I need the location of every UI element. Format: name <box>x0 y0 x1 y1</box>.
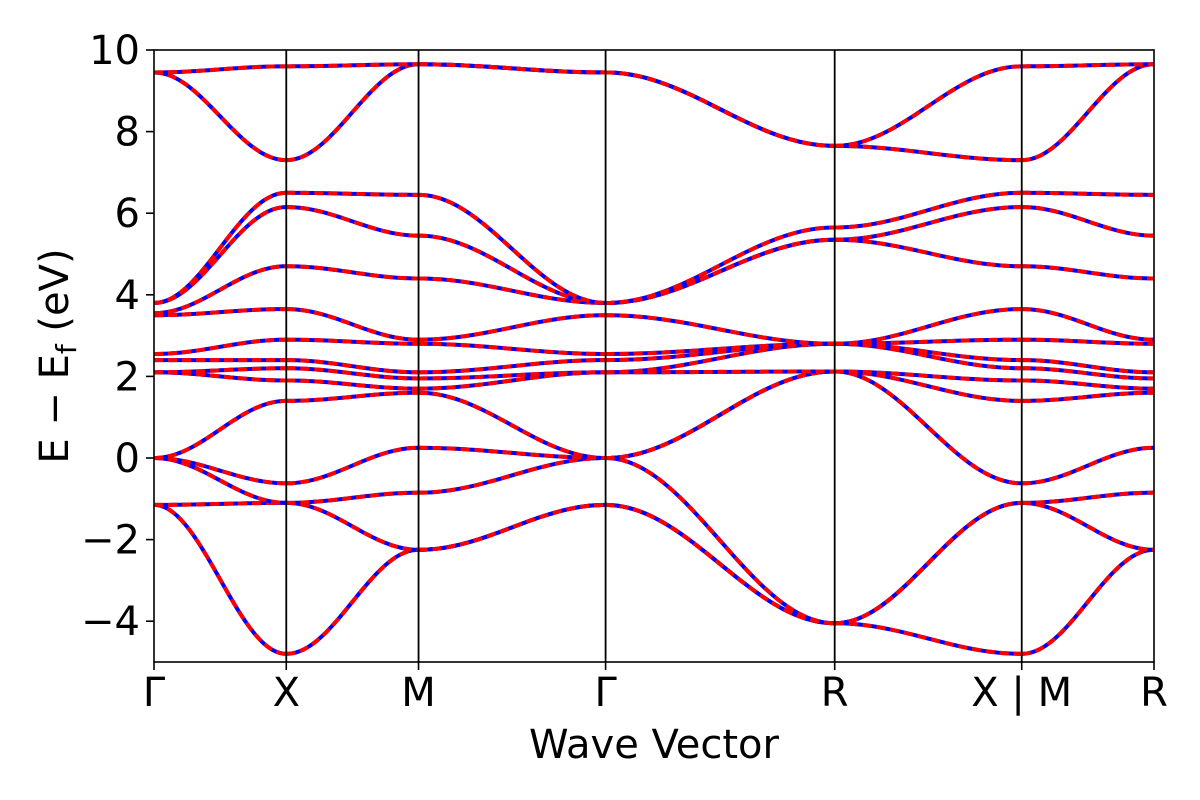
band-line-red <box>154 369 1154 460</box>
bands-layer <box>154 62 1154 656</box>
y-axis-title-subscript: f <box>50 343 83 354</box>
y-tick-label: 0 <box>115 436 140 482</box>
y-axis-title-unit: (eV) <box>32 248 78 344</box>
x-tick-label: M <box>401 670 436 716</box>
x-tick-label: R <box>1140 670 1168 716</box>
x-tick-label: Γ <box>594 670 617 716</box>
band-line-blue <box>154 369 1154 486</box>
band-line-red <box>154 341 1154 381</box>
band-line-blue <box>154 237 1154 316</box>
plot-frame <box>153 49 1155 663</box>
band-line-red <box>154 190 1154 305</box>
band-line-red <box>154 62 1154 148</box>
y-tick-label: 10 <box>89 28 140 74</box>
band-line-blue <box>154 62 1154 148</box>
band-line-red <box>154 205 1154 305</box>
band-line-red <box>154 502 1154 656</box>
high-symmetry-lines <box>285 50 1023 662</box>
x-tick-label: Γ <box>143 670 166 716</box>
x-tick-label: R <box>821 670 849 716</box>
y-tick-label: 2 <box>115 354 140 400</box>
x-tick-label: X | M <box>971 670 1072 716</box>
y-axis-title: E − Ef (eV) <box>32 248 83 463</box>
band-line-red <box>154 237 1154 316</box>
band-line-red <box>154 337 1154 356</box>
band-line-blue <box>154 500 1154 626</box>
y-tick-label: 4 <box>115 273 140 319</box>
x-axis-title: Wave Vector <box>529 722 780 768</box>
band-line-red <box>154 369 1154 486</box>
band-line-red <box>154 369 1154 391</box>
y-tick-label: −4 <box>81 599 140 645</box>
band-line-blue <box>154 205 1154 305</box>
x-tick-label: X <box>273 670 300 716</box>
band-line-blue <box>154 502 1154 656</box>
band-line-blue <box>154 369 1154 460</box>
y-tick-label: 8 <box>115 110 140 156</box>
band-line-red <box>154 500 1154 626</box>
y-tick-label: 6 <box>115 191 140 237</box>
y-tick-label: −2 <box>81 518 140 564</box>
y-axis: −4 −2 0 2 4 6 8 10 <box>81 28 154 645</box>
band-line-red <box>154 307 1154 346</box>
band-line-red <box>154 62 1154 163</box>
band-line-red <box>154 456 1154 626</box>
y-axis-title-main: E − E <box>32 354 78 464</box>
x-axis: Γ X M Γ R X | M R <box>143 662 1168 716</box>
band-line-red <box>154 341 1154 375</box>
